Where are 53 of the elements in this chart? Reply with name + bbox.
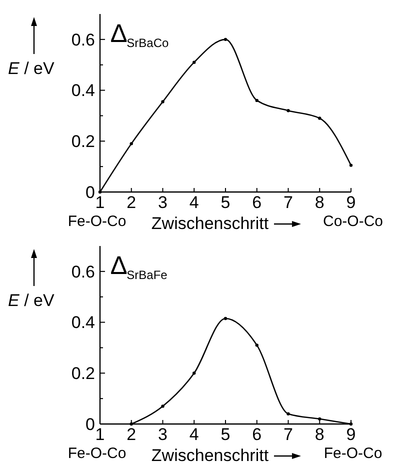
chart-title: ∆$_{SrBaCo}$ xyxy=(111,20,170,50)
point xyxy=(130,142,133,146)
x-tick-label: 3 xyxy=(158,425,168,444)
x-tick-label: 6 xyxy=(252,193,262,212)
x-tick-label: 8 xyxy=(314,193,324,212)
point xyxy=(161,404,164,408)
x-tick-label: 9 xyxy=(346,425,356,444)
y-tick-label: 0 xyxy=(86,414,95,434)
x-axis-title: Zwischenschritt xyxy=(151,446,269,464)
x-tick-label: 3 xyxy=(158,193,168,212)
x-tick-label: 2 xyxy=(126,425,136,444)
y-tick-label: 0.4 xyxy=(71,81,95,100)
point xyxy=(255,98,258,102)
x-tick-label: 4 xyxy=(189,425,199,444)
text: Fe-O-Co xyxy=(68,213,126,230)
y-tick-label: 0.4 xyxy=(71,313,95,332)
y-tick-label: 0.2 xyxy=(71,132,95,152)
x-tick-label: 7 xyxy=(284,425,293,444)
point xyxy=(255,344,258,347)
point xyxy=(192,60,196,64)
point xyxy=(318,417,322,421)
x-tick-label: 1 xyxy=(95,425,105,444)
text: Fe-O-Co xyxy=(324,445,382,462)
point xyxy=(286,412,290,416)
point xyxy=(318,116,322,120)
x-tick-label: 8 xyxy=(314,425,324,444)
x-tick-label: 7 xyxy=(284,193,293,212)
point xyxy=(224,38,228,42)
text: Co-O-Co xyxy=(322,213,384,230)
x-tick-label: 2 xyxy=(126,193,136,212)
y-tick-label: 0.6 xyxy=(71,262,95,282)
point xyxy=(130,422,133,426)
point xyxy=(224,316,228,320)
text: Fe-O-Co xyxy=(68,445,126,462)
point xyxy=(349,164,353,167)
x-tick-label: 6 xyxy=(252,425,262,444)
point xyxy=(286,109,290,112)
y-tick-label: 0.6 xyxy=(71,30,95,50)
point xyxy=(192,372,196,375)
y-axis-title: E / eV xyxy=(8,59,55,78)
y-axis-title: E / eV xyxy=(8,291,55,310)
point xyxy=(349,422,353,426)
point xyxy=(161,100,164,104)
x-tick-label: 9 xyxy=(346,193,356,212)
point xyxy=(98,190,102,194)
x-axis-title: Zwischenschritt xyxy=(151,214,269,233)
chart-title: ∆$_{SrBaFe}$ xyxy=(111,252,168,282)
x-tick-label: 5 xyxy=(220,425,230,444)
y-tick-label: 0 xyxy=(86,182,95,202)
y-tick-label: 0.2 xyxy=(71,364,95,384)
x-tick-label: 1 xyxy=(95,193,105,212)
x-tick-label: 5 xyxy=(220,193,230,212)
x-tick-label: 4 xyxy=(189,193,199,212)
